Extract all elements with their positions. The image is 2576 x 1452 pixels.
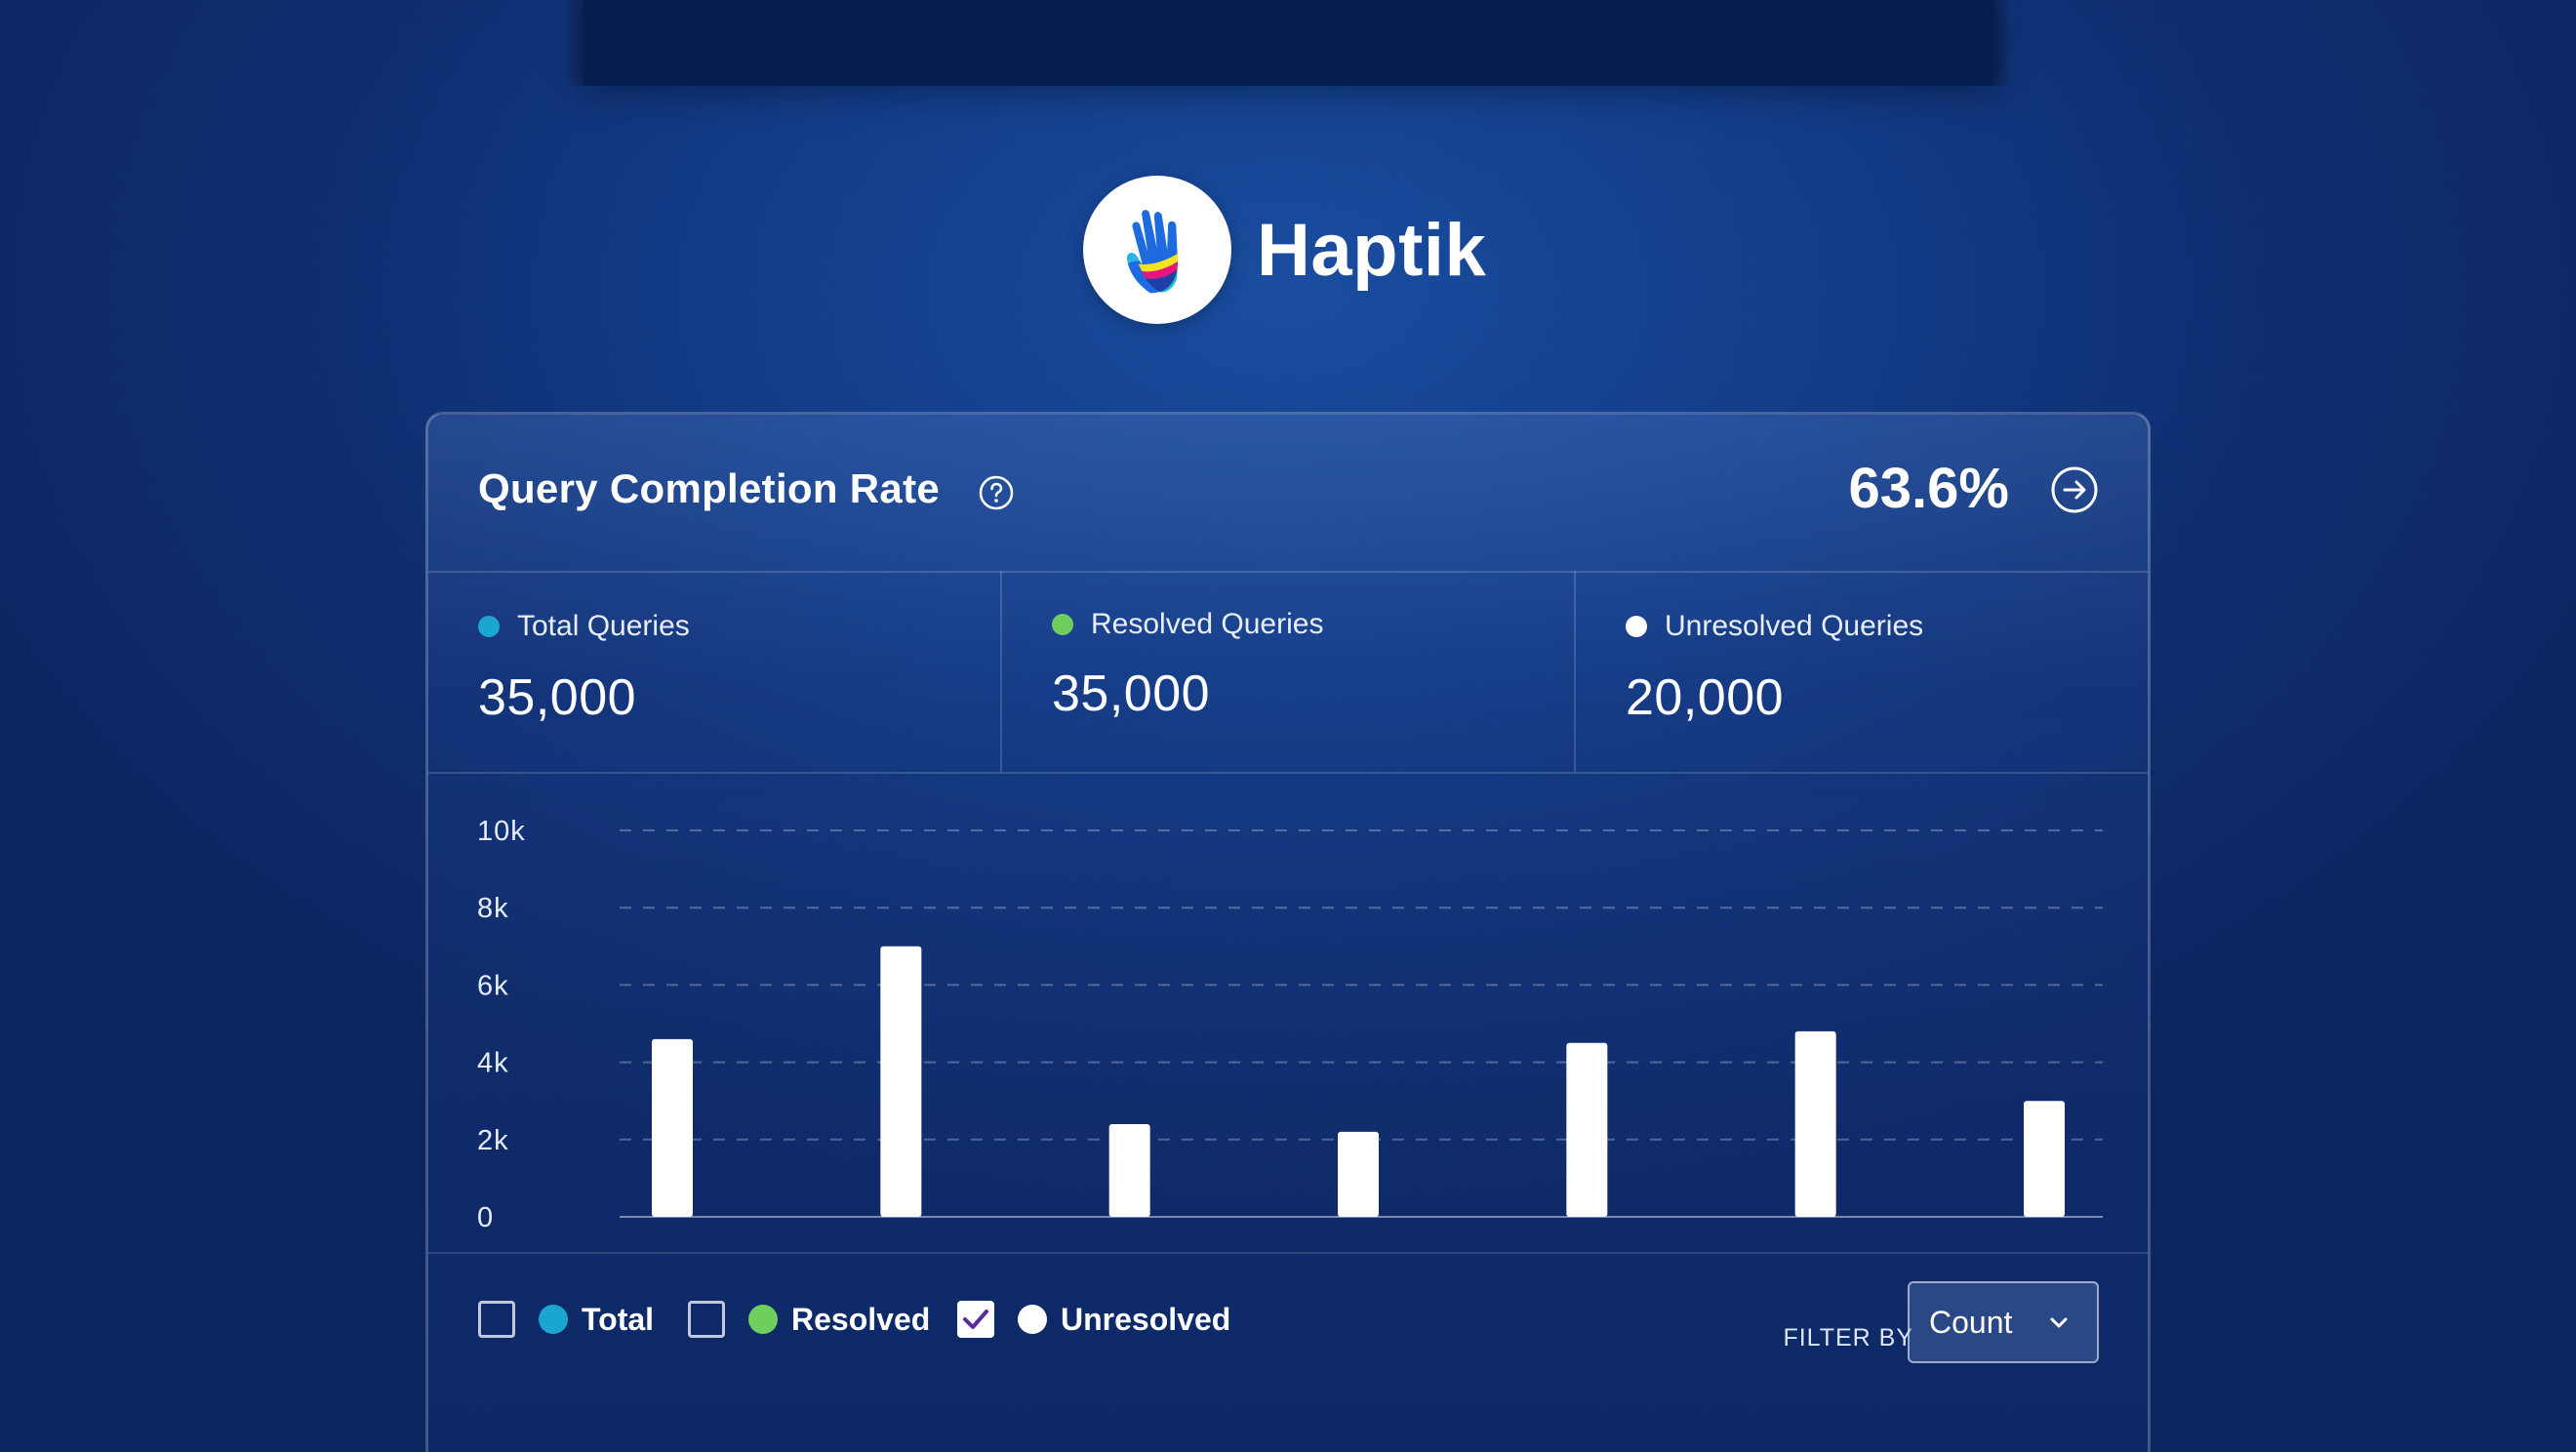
bar-15-may[interactable] — [1338, 1131, 1379, 1217]
stat-value: 35,000 — [1052, 666, 1211, 722]
legend-item-unresolved[interactable]: Unresolved — [957, 1301, 1230, 1338]
stat-value: 20,000 — [1626, 669, 1785, 726]
stat-value: 35,000 — [478, 669, 637, 726]
checkmark-icon — [963, 1310, 988, 1329]
filter-select[interactable]: Count — [1908, 1281, 2099, 1363]
stat-label: Resolved Queries — [1091, 608, 1324, 640]
bar-chart-svg: 0 2k 4k 6k 8k 10k 12 May 13 May 14 May 15 May 16 M… — [477, 816, 2103, 1250]
total-legend-dot-icon — [539, 1305, 568, 1334]
bar-16-may[interactable] — [1566, 1042, 1608, 1217]
filter-by-label: FILTER BY — [1783, 1324, 1913, 1351]
total-checkbox[interactable] — [478, 1301, 515, 1338]
legend-label: Unresolved — [1061, 1301, 1231, 1337]
unresolved-checkbox[interactable] — [957, 1301, 994, 1338]
x-tick-label: 13 May — [852, 1247, 950, 1250]
x-tick-label: 16 May — [1538, 1247, 1636, 1250]
y-tick-label: 8k — [477, 893, 509, 924]
x-tick-label: 18 May — [1994, 1247, 2093, 1250]
x-tick-label: 14 May — [1080, 1247, 1179, 1250]
brand: Haptik — [1083, 176, 1486, 324]
resolved-checkbox[interactable] — [688, 1301, 725, 1338]
stat-unresolved-queries: Unresolved Queries 20,000 — [1574, 571, 2148, 772]
chevron-down-icon — [2050, 1317, 2068, 1328]
query-completion-card: Query Completion Rate 63.6% Total Querie… — [425, 412, 2151, 1452]
resolved-legend-dot-icon — [748, 1305, 778, 1334]
stat-label: Unresolved Queries — [1665, 610, 1924, 642]
top-banner-shadow-right — [1994, 0, 2012, 86]
legend-label: Total — [582, 1301, 655, 1337]
legend-label: Resolved — [791, 1301, 931, 1337]
x-tick-label: 15 May — [1308, 1247, 1407, 1250]
legend-item-total[interactable]: Total — [478, 1301, 654, 1338]
completion-rate-value: 63.6% — [1848, 457, 2009, 520]
top-banner-shadow-left — [566, 0, 584, 86]
y-tick-label: 10k — [477, 816, 526, 847]
bar-14-may[interactable] — [1108, 1123, 1150, 1217]
bar-18-may[interactable] — [2024, 1101, 2065, 1217]
y-tick-label: 0 — [477, 1202, 494, 1233]
bar-chart: 0 2k 4k 6k 8k 10k 12 May 13 May 14 May 15 May 16 M… — [428, 772, 2148, 1254]
y-tick-label: 2k — [477, 1125, 509, 1156]
unresolved-dot-icon — [1626, 616, 1647, 637]
resolved-dot-icon — [1052, 614, 1073, 635]
top-banner — [584, 0, 1994, 86]
y-tick-label: 6k — [477, 970, 509, 1001]
stat-label: Total Queries — [517, 610, 690, 642]
x-tick-label: 17 May — [1766, 1247, 1865, 1250]
arrow-right-circle-icon[interactable] — [2050, 465, 2099, 514]
y-tick-label: 4k — [477, 1048, 509, 1079]
stat-total-queries: Total Queries 35,000 — [428, 571, 1000, 772]
stats-row: Total Queries 35,000 Resolved Queries 35… — [428, 571, 2148, 774]
help-question-icon[interactable] — [979, 475, 1014, 510]
card-header: Query Completion Rate 63.6% — [428, 415, 2148, 573]
legend-item-resolved[interactable]: Resolved — [688, 1301, 930, 1338]
stat-resolved-queries: Resolved Queries 35,000 — [1000, 571, 1574, 772]
total-dot-icon — [478, 616, 500, 637]
bar-17-may[interactable] — [1794, 1030, 1836, 1217]
card-title: Query Completion Rate — [478, 465, 941, 511]
haptik-hand-logo-icon — [1083, 176, 1231, 324]
bar-13-may[interactable] — [880, 946, 922, 1217]
x-tick-label: 12 May — [623, 1247, 721, 1250]
filter-select-value: Count — [1929, 1304, 2013, 1340]
unresolved-legend-dot-icon — [1018, 1305, 1047, 1334]
brand-name: Haptik — [1257, 208, 1487, 292]
bar-12-may[interactable] — [652, 1038, 693, 1217]
legend-bar: Total Resolved Unresolved FILTER BY Coun… — [428, 1252, 2148, 1389]
